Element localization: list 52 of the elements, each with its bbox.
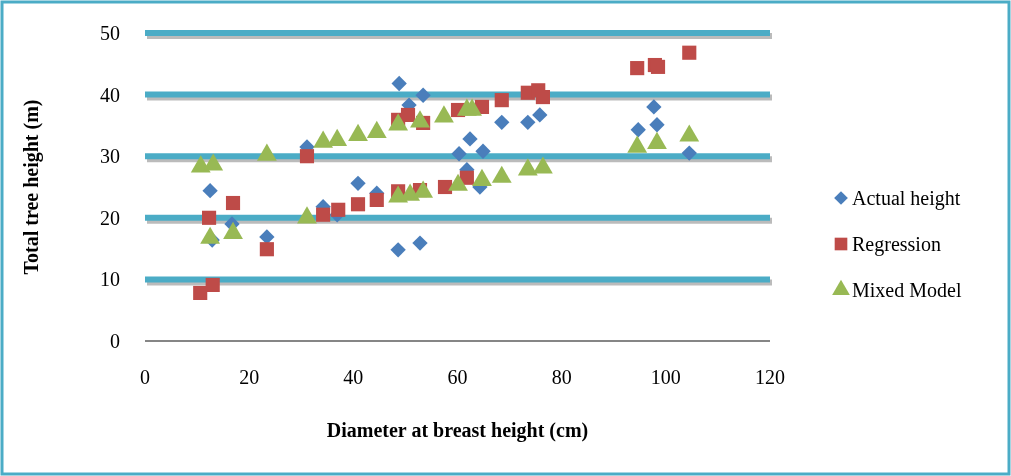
point: [681, 145, 697, 161]
x-tick-label: 120: [755, 366, 785, 388]
point: [259, 229, 275, 245]
point: [205, 277, 220, 293]
point: [225, 195, 241, 211]
point: [494, 114, 510, 130]
legend-label: Regression: [852, 233, 941, 256]
y-tick-label: 0: [110, 330, 120, 352]
point: [350, 197, 366, 212]
point: [475, 143, 491, 159]
point: [451, 146, 467, 162]
point: [390, 242, 406, 258]
point: [202, 183, 218, 199]
legend-label: Mixed Model: [852, 279, 962, 301]
point: [462, 131, 478, 147]
point: [369, 192, 384, 208]
y-tick-label: 40: [100, 83, 120, 106]
point: [437, 179, 453, 195]
point: [535, 89, 550, 105]
point: [391, 75, 407, 92]
point: [412, 235, 428, 251]
x-tick-label: 40: [343, 366, 364, 388]
point: [630, 61, 645, 76]
point: [415, 87, 431, 103]
y-tick-label: 10: [100, 268, 120, 291]
point: [316, 207, 331, 222]
point: [650, 59, 666, 74]
point: [193, 285, 208, 301]
y-tick-label: 50: [100, 22, 120, 44]
y-tick-label: 30: [100, 145, 120, 168]
y-axis-title: Total tree height (m): [20, 99, 43, 275]
point: [201, 210, 217, 225]
x-axis-title: Diameter at breast height (cm): [326, 419, 589, 442]
x-tick-label: 80: [551, 366, 572, 388]
legend-label: Actual height: [852, 187, 961, 210]
point: [532, 107, 548, 123]
point: [520, 114, 536, 130]
point: [682, 45, 697, 60]
point: [646, 99, 662, 115]
x-tick-label: 100: [650, 366, 681, 388]
point: [331, 202, 346, 217]
x-tick-label: 20: [239, 366, 260, 388]
x-tick-label: 60: [447, 366, 468, 388]
x-tick-label: 0: [140, 366, 150, 388]
point: [299, 149, 315, 164]
y-tick-label: 20: [100, 206, 120, 229]
point: [400, 107, 416, 122]
point: [649, 117, 665, 133]
point: [630, 122, 646, 138]
point: [259, 242, 274, 257]
point: [494, 93, 509, 108]
point: [350, 175, 366, 191]
